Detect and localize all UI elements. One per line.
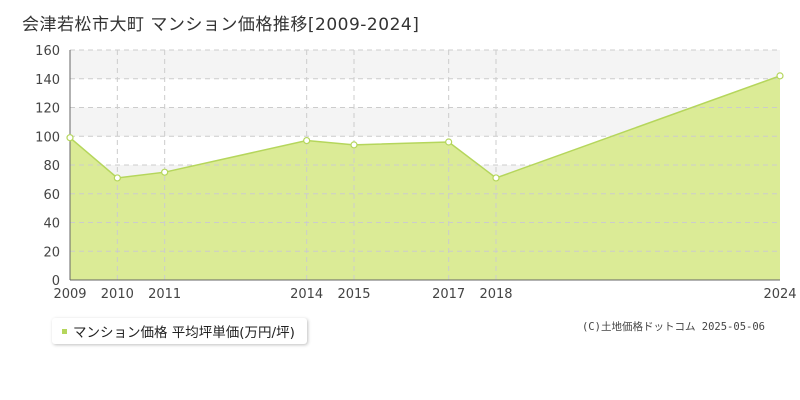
x-tick-label: 2024 — [763, 287, 796, 302]
y-tick-label: 0 — [52, 274, 60, 289]
legend: マンション価格 平均坪単価(万円/坪) — [52, 318, 307, 344]
data-point — [776, 72, 784, 80]
series-line — [69, 75, 781, 179]
legend-label: マンション価格 平均坪単価(万円/坪) — [73, 325, 295, 341]
data-point — [113, 174, 121, 182]
legend-marker — [62, 328, 67, 334]
y-tick-label: 140 — [35, 73, 60, 88]
y-tick-label: 100 — [35, 130, 60, 145]
data-point — [492, 174, 500, 182]
x-tick-label: 2011 — [148, 287, 181, 302]
data-point — [445, 138, 453, 146]
data-point — [303, 136, 311, 145]
x-tick-label: 2015 — [337, 287, 370, 302]
x-tick-label: 2010 — [101, 287, 134, 302]
data-point — [161, 168, 169, 176]
x-tick-label: 2017 — [432, 287, 465, 302]
y-tick-label: 60 — [43, 188, 60, 203]
y-tick-label: 20 — [43, 245, 60, 260]
y-tick-label: 160 — [35, 44, 60, 59]
y-tick-label: 80 — [43, 159, 60, 174]
x-tick-label: 2014 — [290, 287, 323, 302]
credit-text: (C)土地価格ドットコム 2025-05-06 — [581, 321, 765, 333]
x-tick-label: 2018 — [479, 287, 512, 302]
y-tick-label: 40 — [43, 217, 60, 232]
grid-band — [70, 50, 780, 79]
chart-title: 会津若松市大町 マンション価格推移[2009-2024] — [22, 15, 420, 35]
y-tick-label: 120 — [35, 102, 60, 117]
area-fill — [70, 75, 780, 280]
data-point — [66, 134, 74, 142]
data-point — [350, 141, 358, 149]
x-tick-label: 2009 — [53, 287, 86, 302]
